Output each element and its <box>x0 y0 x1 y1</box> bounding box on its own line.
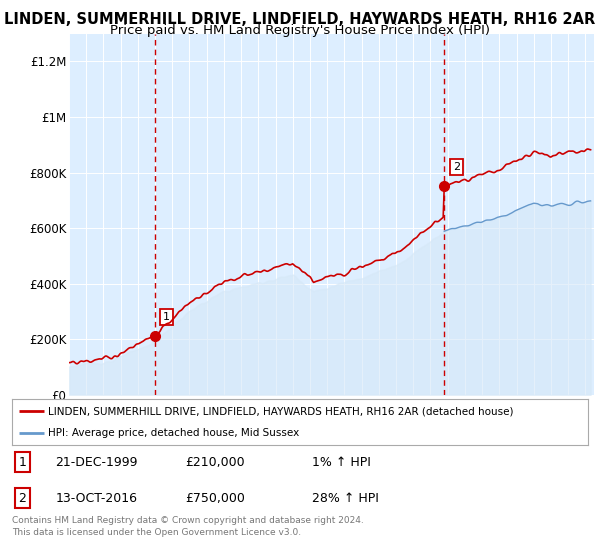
Text: 1% ↑ HPI: 1% ↑ HPI <box>311 456 370 469</box>
Text: £210,000: £210,000 <box>185 456 244 469</box>
Text: 1: 1 <box>163 312 170 322</box>
Text: 1: 1 <box>19 456 26 469</box>
Text: Price paid vs. HM Land Registry's House Price Index (HPI): Price paid vs. HM Land Registry's House … <box>110 24 490 37</box>
Text: 2: 2 <box>19 492 26 505</box>
Text: HPI: Average price, detached house, Mid Sussex: HPI: Average price, detached house, Mid … <box>48 428 299 438</box>
Text: LINDEN, SUMMERHILL DRIVE, LINDFIELD, HAYWARDS HEATH, RH16 2AR (detached house): LINDEN, SUMMERHILL DRIVE, LINDFIELD, HAY… <box>48 406 514 416</box>
Text: 28% ↑ HPI: 28% ↑ HPI <box>311 492 379 505</box>
Text: 13-OCT-2016: 13-OCT-2016 <box>55 492 137 505</box>
Text: Contains HM Land Registry data © Crown copyright and database right 2024.
This d: Contains HM Land Registry data © Crown c… <box>12 516 364 537</box>
Text: 2: 2 <box>452 162 460 172</box>
Text: £750,000: £750,000 <box>185 492 245 505</box>
Text: 21-DEC-1999: 21-DEC-1999 <box>55 456 138 469</box>
Text: LINDEN, SUMMERHILL DRIVE, LINDFIELD, HAYWARDS HEATH, RH16 2AR: LINDEN, SUMMERHILL DRIVE, LINDFIELD, HAY… <box>4 12 596 27</box>
